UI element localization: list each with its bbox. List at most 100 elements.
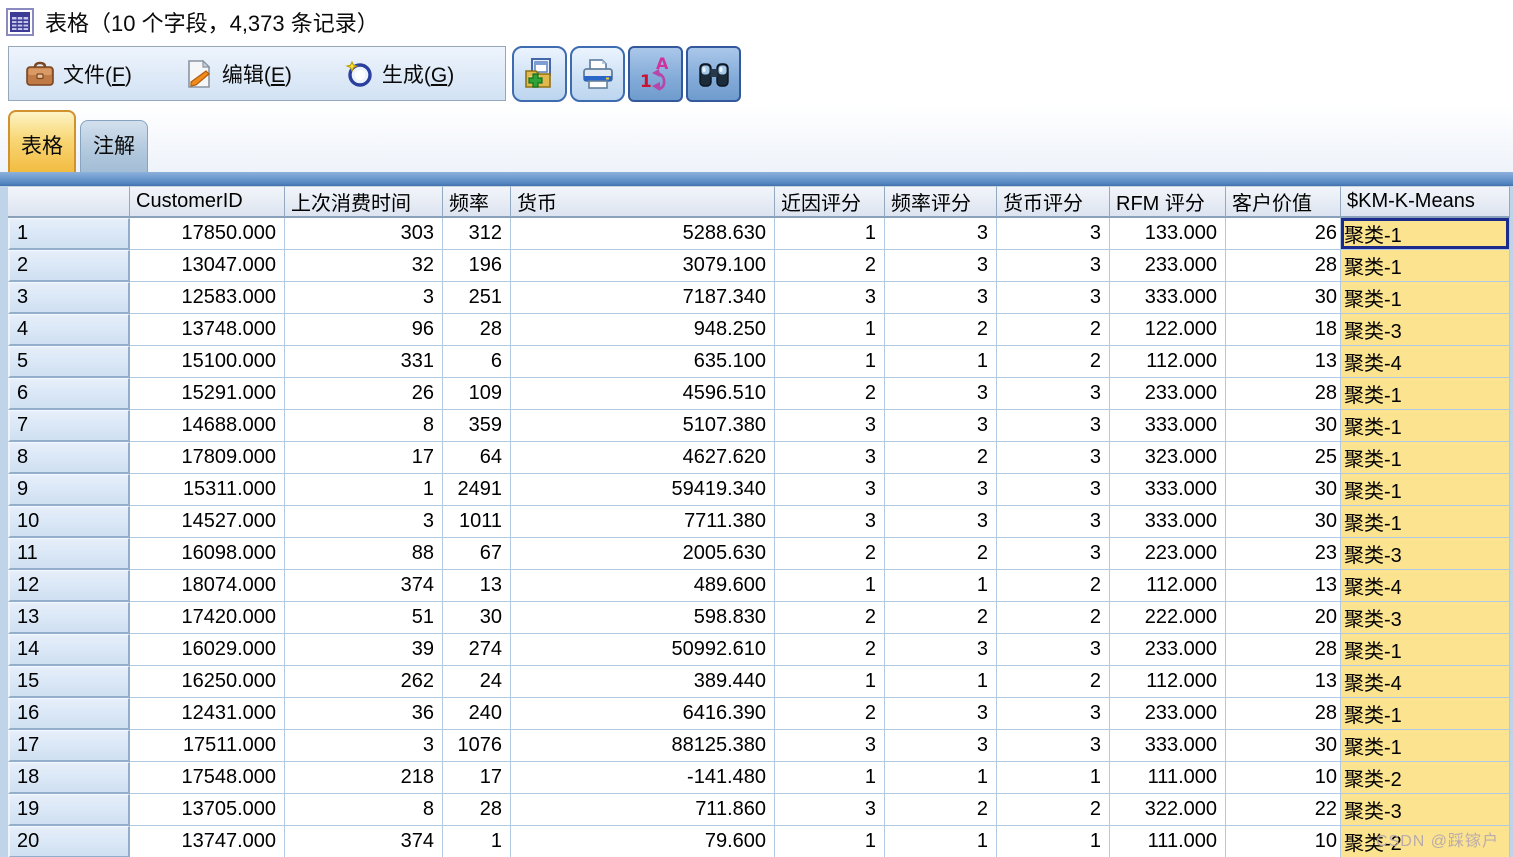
data-cell[interactable]: 233.000 [1110, 634, 1226, 666]
cluster-cell[interactable]: 聚类-1 [1341, 474, 1510, 506]
data-cell[interactable]: 1 [885, 762, 997, 794]
row-number[interactable]: 2 [8, 250, 130, 282]
data-cell[interactable]: 323.000 [1110, 442, 1226, 474]
data-cell[interactable]: 233.000 [1110, 250, 1226, 282]
data-cell[interactable]: 3 [885, 410, 997, 442]
data-cell[interactable]: 3 [885, 218, 997, 250]
row-number[interactable]: 19 [8, 794, 130, 826]
data-cell[interactable]: 2 [997, 602, 1110, 634]
data-cell[interactable]: 711.860 [511, 794, 775, 826]
data-cell[interactable]: 4596.510 [511, 378, 775, 410]
data-cell[interactable]: 13 [1226, 346, 1341, 378]
data-cell[interactable]: 3 [997, 410, 1110, 442]
data-cell[interactable]: 1011 [443, 506, 511, 538]
row-number[interactable]: 5 [8, 346, 130, 378]
data-cell[interactable]: 2 [775, 698, 885, 730]
data-cell[interactable]: 17850.000 [130, 218, 285, 250]
data-cell[interactable]: 948.250 [511, 314, 775, 346]
column-header-customerid[interactable]: CustomerID [130, 186, 285, 218]
data-cell[interactable]: 39 [285, 634, 443, 666]
data-cell[interactable]: 13747.000 [130, 826, 285, 857]
column-header-recency-score[interactable]: 近因评分 [775, 186, 885, 218]
data-cell[interactable]: 13 [1226, 666, 1341, 698]
row-number[interactable]: 1 [8, 218, 130, 250]
data-cell[interactable]: 1 [775, 826, 885, 857]
data-cell[interactable]: 251 [443, 282, 511, 314]
data-cell[interactable]: 3 [885, 282, 997, 314]
tab-table[interactable]: 表格 [8, 110, 76, 172]
data-cell[interactable]: 12431.000 [130, 698, 285, 730]
data-cell[interactable]: 30 [1226, 282, 1341, 314]
data-cell[interactable]: 2 [885, 794, 997, 826]
data-cell[interactable]: 1 [885, 666, 997, 698]
data-cell[interactable]: 3 [775, 282, 885, 314]
data-cell[interactable]: 2 [775, 378, 885, 410]
sort-fields-button[interactable]: 1 A [628, 46, 683, 102]
data-cell[interactable]: 2 [997, 794, 1110, 826]
data-cell[interactable]: 3 [775, 730, 885, 762]
data-cell[interactable]: 13748.000 [130, 314, 285, 346]
data-cell[interactable]: 233.000 [1110, 378, 1226, 410]
data-cell[interactable]: 36 [285, 698, 443, 730]
row-number[interactable]: 18 [8, 762, 130, 794]
data-cell[interactable]: 12583.000 [130, 282, 285, 314]
cluster-cell[interactable]: 聚类-2 [1341, 762, 1510, 794]
data-cell[interactable]: 112.000 [1110, 666, 1226, 698]
row-number[interactable]: 4 [8, 314, 130, 346]
data-cell[interactable]: 3 [775, 442, 885, 474]
cluster-cell[interactable]: 聚类-1 [1341, 506, 1510, 538]
data-cell[interactable]: 17 [285, 442, 443, 474]
cluster-cell[interactable]: 聚类-3 [1341, 314, 1510, 346]
data-cell[interactable]: 112.000 [1110, 346, 1226, 378]
cluster-cell[interactable]: 聚类-4 [1341, 570, 1510, 602]
data-cell[interactable]: 13 [1226, 570, 1341, 602]
data-cell[interactable]: 3 [285, 730, 443, 762]
data-cell[interactable]: 17809.000 [130, 442, 285, 474]
data-cell[interactable]: 274 [443, 634, 511, 666]
data-cell[interactable]: 3 [997, 506, 1110, 538]
data-cell[interactable]: 22 [1226, 794, 1341, 826]
data-cell[interactable]: 1076 [443, 730, 511, 762]
data-cell[interactable]: 1 [443, 826, 511, 857]
cluster-cell[interactable]: 聚类-4 [1341, 666, 1510, 698]
data-cell[interactable]: 374 [285, 826, 443, 857]
data-cell[interactable]: 15291.000 [130, 378, 285, 410]
data-cell[interactable]: 2 [997, 666, 1110, 698]
cluster-cell[interactable]: 聚类-1 [1341, 250, 1510, 282]
data-cell[interactable]: 18074.000 [130, 570, 285, 602]
data-cell[interactable]: 111.000 [1110, 762, 1226, 794]
data-cell[interactable]: 1 [775, 762, 885, 794]
data-cell[interactable]: 88 [285, 538, 443, 570]
data-cell[interactable]: 3 [775, 410, 885, 442]
data-cell[interactable]: 26 [1226, 218, 1341, 250]
data-cell[interactable]: 3 [885, 474, 997, 506]
row-number[interactable]: 8 [8, 442, 130, 474]
data-cell[interactable]: 2 [775, 634, 885, 666]
data-cell[interactable]: 1 [775, 314, 885, 346]
data-cell[interactable]: 32 [285, 250, 443, 282]
data-cell[interactable]: 122.000 [1110, 314, 1226, 346]
data-cell[interactable]: 2005.630 [511, 538, 775, 570]
data-cell[interactable]: 28 [1226, 698, 1341, 730]
data-cell[interactable]: 8 [285, 794, 443, 826]
data-cell[interactable]: 3 [997, 474, 1110, 506]
data-cell[interactable]: 4627.620 [511, 442, 775, 474]
cluster-cell-selected[interactable]: 聚类-1 [1341, 218, 1510, 250]
data-cell[interactable]: 3 [285, 282, 443, 314]
data-cell[interactable]: 16029.000 [130, 634, 285, 666]
data-cell[interactable]: 2 [997, 570, 1110, 602]
row-number[interactable]: 17 [8, 730, 130, 762]
cluster-cell[interactable]: 聚类-1 [1341, 282, 1510, 314]
cluster-cell[interactable]: 聚类-1 [1341, 442, 1510, 474]
cluster-cell[interactable]: 聚类-1 [1341, 378, 1510, 410]
data-cell[interactable]: 3 [885, 634, 997, 666]
data-cell[interactable]: 6 [443, 346, 511, 378]
row-number[interactable]: 10 [8, 506, 130, 538]
export-table-button[interactable] [512, 46, 567, 102]
data-cell[interactable]: 28 [1226, 378, 1341, 410]
data-cell[interactable]: 3 [997, 282, 1110, 314]
data-cell[interactable]: 59419.340 [511, 474, 775, 506]
data-cell[interactable]: 26 [285, 378, 443, 410]
column-header-rfm-score[interactable]: RFM 评分 [1110, 186, 1226, 218]
data-cell[interactable]: 2 [775, 250, 885, 282]
